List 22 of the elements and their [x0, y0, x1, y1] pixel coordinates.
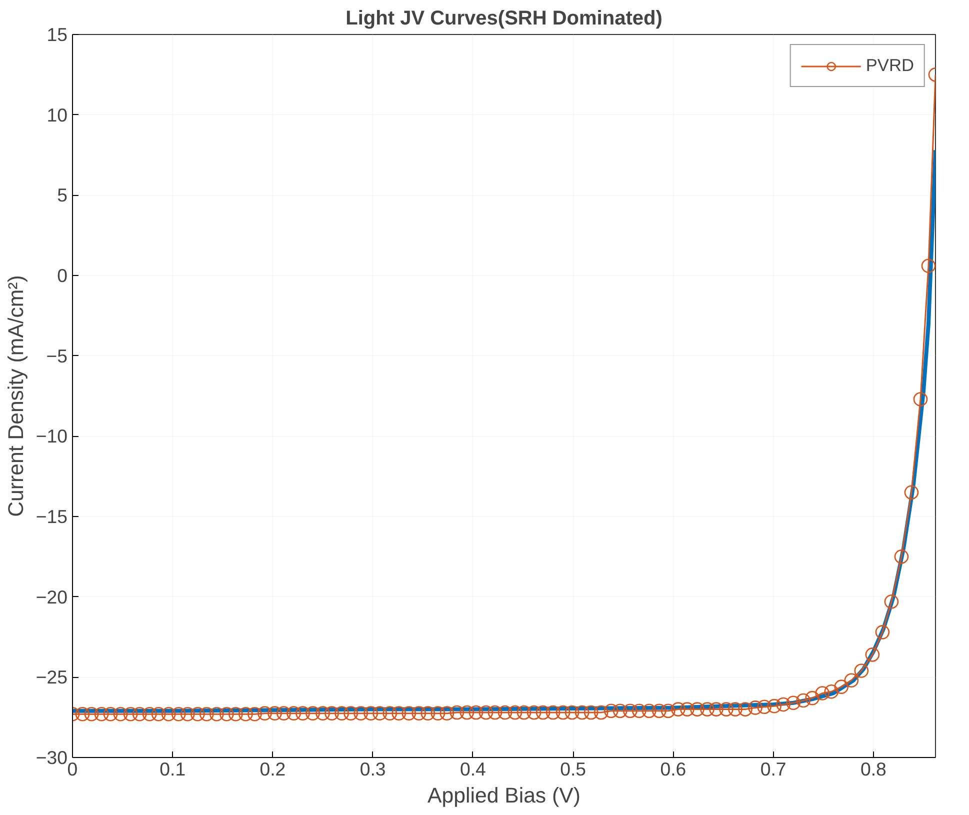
- y-tick-label: −15: [36, 506, 68, 527]
- y-tick-label: −30: [36, 747, 68, 768]
- x-tick-label: 0.6: [660, 758, 686, 780]
- y-tick-label: 10: [46, 104, 68, 126]
- legend-label: PVRD: [866, 55, 914, 76]
- x-tick-label: 0.8: [860, 758, 886, 780]
- x-tick-label: 0.5: [560, 758, 586, 780]
- x-tick-label: 0.1: [160, 758, 186, 780]
- y-tick-label: 0: [57, 265, 68, 286]
- x-tick-label: 0.4: [460, 758, 486, 780]
- x-tick-label: 0.7: [760, 758, 786, 780]
- y-tick-label: −20: [36, 586, 68, 608]
- y-tick-label: −25: [36, 666, 68, 688]
- x-tick-label: 0.3: [360, 758, 386, 780]
- x-axis-title: Applied Bias (V): [428, 784, 580, 808]
- y-tick-label: −10: [36, 426, 68, 447]
- y-axis-title: Current Density (mA/cm²): [4, 275, 28, 517]
- y-tick-label: −5: [46, 345, 68, 366]
- y-tick-label: 5: [57, 184, 68, 206]
- x-tick-label: 0.2: [260, 758, 286, 780]
- y-tick-label: 15: [46, 24, 68, 45]
- chart-title: Light JV Curves(SRH Dominated): [346, 8, 662, 30]
